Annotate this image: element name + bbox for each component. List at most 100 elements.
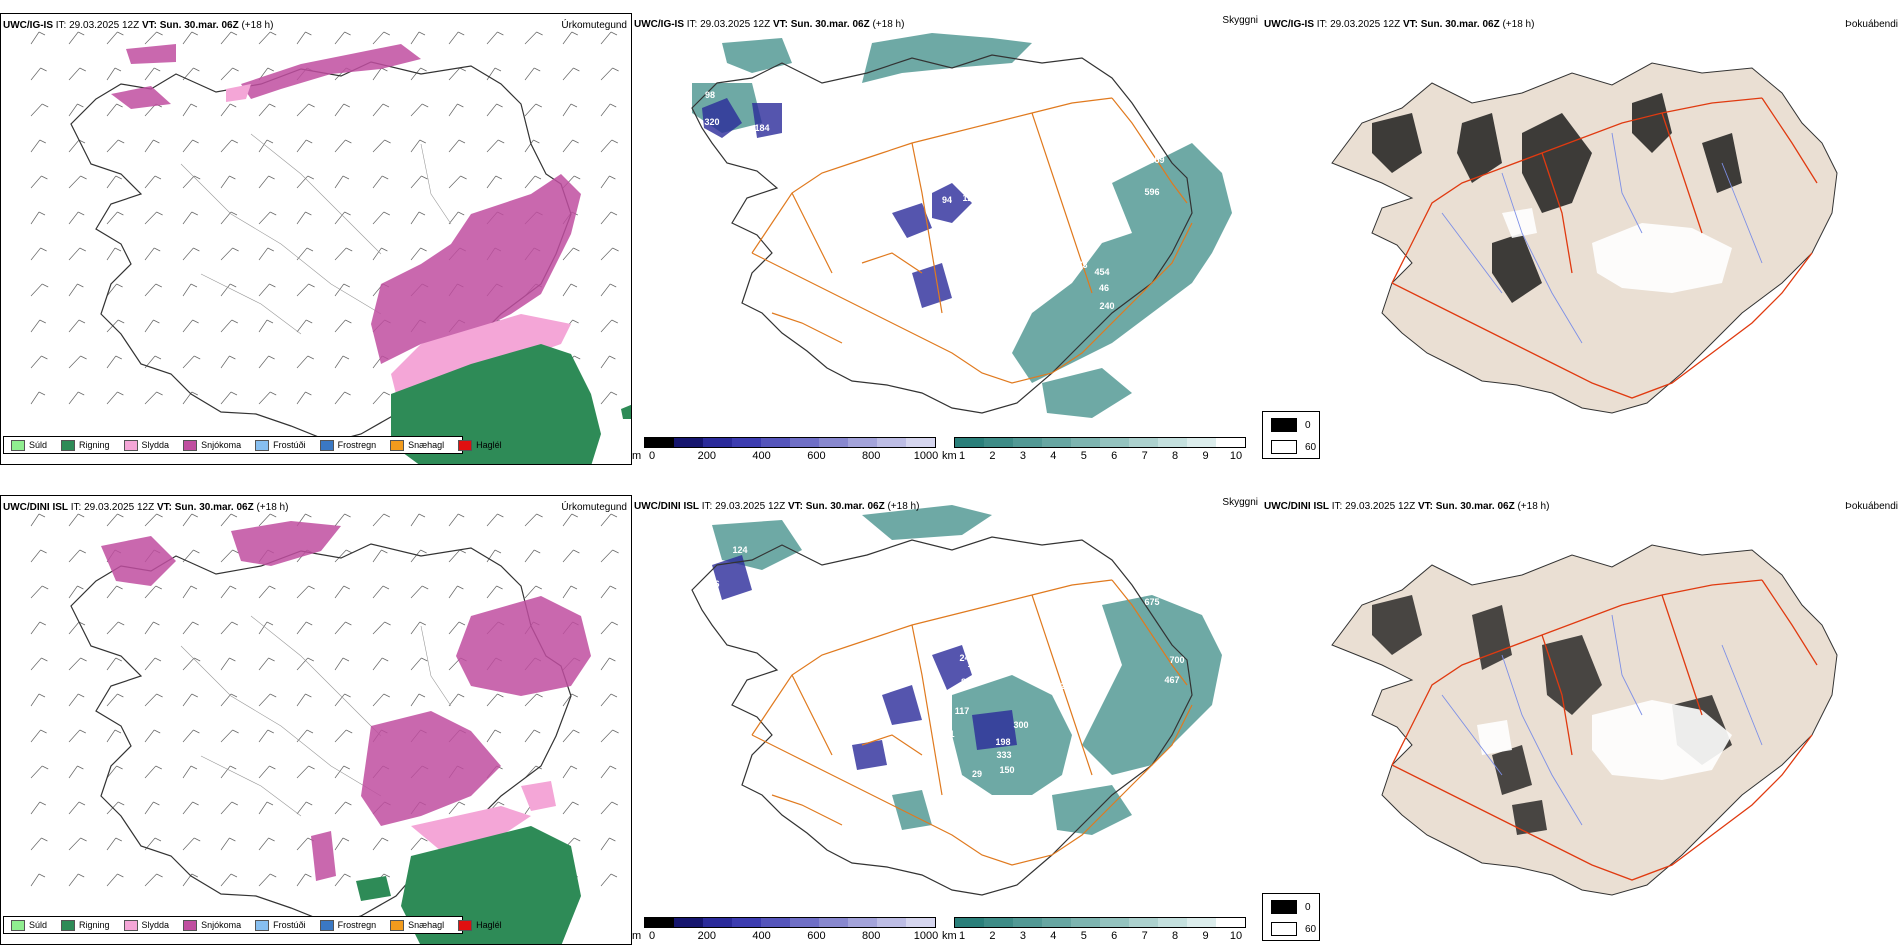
wind-barb [600, 31, 618, 45]
colorbar-segment [1187, 918, 1216, 927]
wind-barb [296, 693, 312, 707]
wind-barb [144, 693, 163, 707]
wind-barb [144, 585, 162, 599]
wind-barb [106, 283, 123, 297]
wind-barb [372, 211, 390, 225]
visibility-colorbar: km 1 2 3 4 5 6 7 8 9 10 [942, 917, 1252, 945]
legend-swatch [11, 439, 25, 451]
colorbar-segment [1158, 438, 1187, 447]
fog-light-areas [1477, 700, 1732, 780]
legend-item: Rigning [61, 439, 110, 451]
cloud-base-colorbar: m 0 200 400 600 800 1000 [632, 917, 938, 945]
colorbar-segment [645, 438, 674, 447]
fog-dark-areas [1372, 93, 1742, 303]
colorbar-tick-label: 200 [697, 930, 716, 942]
panel-name: Úrkomutegund [561, 20, 627, 31]
init-time: 29.03.2025 12Z [69, 20, 140, 31]
wind-barb [106, 513, 124, 527]
wind-barb [524, 729, 541, 743]
wind-barb [562, 585, 578, 599]
wind-barb [524, 513, 543, 527]
wind-barb [448, 211, 465, 225]
wind-barb [410, 693, 426, 707]
wind-barb [30, 355, 48, 369]
wind-barb [30, 139, 46, 153]
iceland-coastline [691, 54, 1193, 414]
colorbar-tick-label: 4 [1050, 930, 1057, 942]
cloud-base-label: 242 [959, 653, 974, 663]
cloud-base-label: 46 [1099, 283, 1109, 293]
wind-barb [524, 549, 541, 563]
wind-barb [258, 175, 275, 189]
colorbar-segment [906, 438, 935, 447]
wind-barb [334, 657, 350, 671]
colorbar-segment [1187, 438, 1216, 447]
wind-barb [486, 31, 504, 45]
sleet-areas [226, 84, 571, 394]
legend-label: Snjókoma [201, 920, 242, 930]
legend-label: Súld [29, 920, 48, 930]
wind-barb [334, 801, 352, 815]
model-name: UWC/DINI ISL [634, 501, 699, 512]
valid-label: VT: [156, 502, 172, 513]
wind-barb [30, 585, 49, 599]
wind-barb [106, 657, 122, 671]
wind-barb [372, 513, 390, 527]
legend-swatch [255, 439, 270, 451]
colorbar-tick-label: 9 [1202, 450, 1209, 462]
legend-label: Frostúði [273, 440, 306, 450]
wind-barb [220, 355, 236, 369]
colorbar-segment [674, 918, 703, 927]
colorbar-strip [954, 437, 1246, 448]
wind-barb [600, 175, 616, 189]
init-time: 29.03.2025 12Z [700, 19, 771, 30]
wind-barb [410, 103, 429, 117]
wind-barb [68, 247, 86, 261]
init-label: IT: [686, 19, 698, 30]
wind-barb [182, 837, 201, 851]
valid-label: VT: [772, 19, 788, 30]
panel-title: UWC/IG-IS IT: 29.03.2025 12Z VT: Sun. 30… [634, 19, 904, 30]
wind-barb [30, 67, 47, 81]
wind-barb [144, 801, 160, 815]
cloud-base-label: 467 [1164, 675, 1179, 685]
legend-item: Snjókoma [183, 439, 241, 451]
colorbar-segment [848, 438, 877, 447]
colorbar-segment [1100, 438, 1129, 447]
precip-type-legend: Súld Rigning Slydda Snjókoma Frostúði Frostre… [3, 916, 502, 934]
cloud-base-label: 117 [955, 706, 970, 716]
legend-item: Súld [11, 919, 48, 931]
wind-barb [372, 549, 388, 563]
colorbar-segment [1129, 438, 1158, 447]
legend-label: Súld [29, 440, 48, 450]
colorbar-segment [732, 438, 761, 447]
sleet-areas [411, 781, 556, 851]
wind-barb [600, 585, 617, 599]
colorbar-segment [703, 438, 732, 447]
colorbar-tick-label: 400 [752, 930, 771, 942]
wind-barb [106, 175, 122, 189]
wind-barb [30, 175, 48, 189]
wind-barb [334, 765, 350, 779]
wind-barb [410, 513, 426, 527]
lead-time: (+18 h) [1502, 19, 1535, 30]
colorbar-tick-label: 1 [958, 930, 966, 942]
wind-barb [106, 693, 124, 707]
wind-barb [600, 391, 618, 405]
wind-barb [600, 549, 619, 563]
wind-barb [296, 765, 315, 779]
cloud-base-label: 700 [1169, 655, 1184, 665]
wind-barb [600, 319, 618, 333]
fog-legend-swatch [1271, 440, 1297, 454]
wind-barb [106, 31, 124, 45]
wind-barb [30, 391, 46, 405]
model-name: UWC/DINI ISL [1264, 501, 1329, 512]
colorbar-segment [761, 438, 790, 447]
wind-barb [144, 765, 162, 779]
wind-barb [258, 873, 277, 887]
visibility-map [691, 505, 1222, 896]
wind-barb [144, 139, 160, 153]
wind-barb [296, 175, 314, 189]
wind-barb [258, 247, 274, 261]
wind-barb [334, 319, 352, 333]
